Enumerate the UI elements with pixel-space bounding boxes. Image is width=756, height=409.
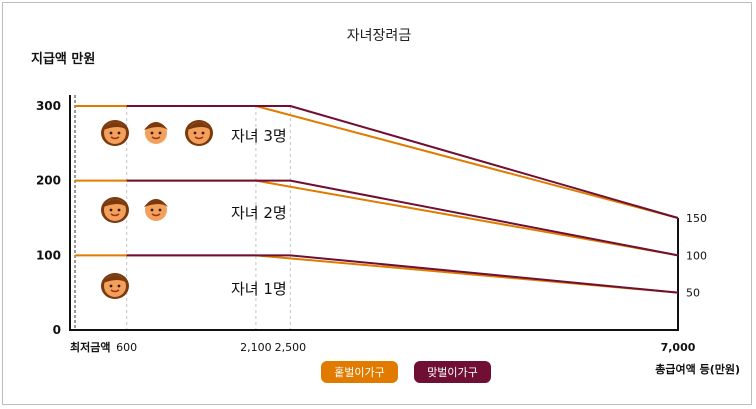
tick-labels: 0 100 200 300 최저금액 600 2,100 2,500 7,000 150 100 50 xyxy=(36,99,707,354)
y-tick-label: 300 xyxy=(36,99,61,113)
eye xyxy=(201,131,205,135)
legend-label: 홑벌이가구 xyxy=(334,366,385,379)
y-tick-label: 200 xyxy=(36,174,61,188)
annotation-children-1: 자녀 1명 xyxy=(231,280,287,298)
mouth xyxy=(151,213,161,217)
eye xyxy=(193,131,197,135)
eye xyxy=(150,208,154,212)
x-axis-label: 총급여액 등(만원) xyxy=(655,362,740,376)
x-tick-label: 2,100 xyxy=(240,341,272,354)
y-tick-label: 0 xyxy=(53,323,61,337)
right-tick-label: 50 xyxy=(686,287,700,300)
eye xyxy=(109,284,113,288)
eye xyxy=(158,208,162,212)
child-face-icon xyxy=(185,120,213,146)
child-icons xyxy=(101,120,213,299)
hair-top xyxy=(103,199,127,207)
eye xyxy=(117,284,121,288)
child-face-icon xyxy=(101,197,129,223)
eye xyxy=(109,208,113,212)
hair-top xyxy=(103,122,127,130)
series-line-3-dual xyxy=(126,105,679,219)
legend-item-0: 홑벌이가구 xyxy=(321,361,398,383)
x-tick-label: 7,000 xyxy=(661,341,696,354)
y-tick-label: 100 xyxy=(36,248,61,262)
annotation-children-2: 자녀 2명 xyxy=(231,204,287,222)
x-tick-label: 2,500 xyxy=(275,341,307,354)
child-face-icon xyxy=(144,122,168,144)
mouth xyxy=(110,213,120,217)
hair-top xyxy=(187,122,211,130)
legend-item-1: 맞벌이가구 xyxy=(414,361,491,383)
right-tick-label: 150 xyxy=(686,212,707,225)
eye xyxy=(150,131,154,135)
mouth xyxy=(110,289,120,293)
legend-label: 맞벌이가구 xyxy=(427,366,478,379)
mouth xyxy=(110,136,120,140)
eye xyxy=(109,131,113,135)
legend: 홑벌이가구 맞벌이가구 xyxy=(321,361,491,383)
mouth xyxy=(194,136,204,140)
child-face-icon xyxy=(101,273,129,299)
series-line-2-dual xyxy=(126,179,679,257)
mouth xyxy=(151,136,161,140)
legend-swatch xyxy=(321,361,398,383)
series-lines xyxy=(75,105,679,294)
axes xyxy=(69,95,679,331)
eye xyxy=(158,131,162,135)
right-tick-label: 100 xyxy=(686,249,707,262)
hair-top xyxy=(144,122,168,130)
hair-top xyxy=(103,275,127,283)
eye xyxy=(117,208,121,212)
hair-top xyxy=(144,199,168,207)
chart-title: 자녀장려금 xyxy=(347,28,412,44)
legend-swatch xyxy=(414,361,491,383)
child-face-icon xyxy=(101,120,129,146)
eye xyxy=(117,131,121,135)
series-line-1-dual xyxy=(126,254,679,294)
x-tick-label: 최저금액 xyxy=(70,340,110,354)
chart-frame: 자녀장려금 지급액 만원 총급여액 등(만원) 0 100 200 300 최저금액 60… xyxy=(2,2,752,405)
child-face-icon xyxy=(144,199,168,221)
y-axis-label: 지급액 만원 xyxy=(31,51,95,67)
annotation-children-3: 자녀 3명 xyxy=(231,127,287,145)
series-line-1-single xyxy=(75,254,679,294)
x-tick-label: 600 xyxy=(116,341,137,354)
chart-svg: 자녀장려금 지급액 만원 총급여액 등(만원) 0 100 200 300 최저금액 60… xyxy=(31,28,740,383)
